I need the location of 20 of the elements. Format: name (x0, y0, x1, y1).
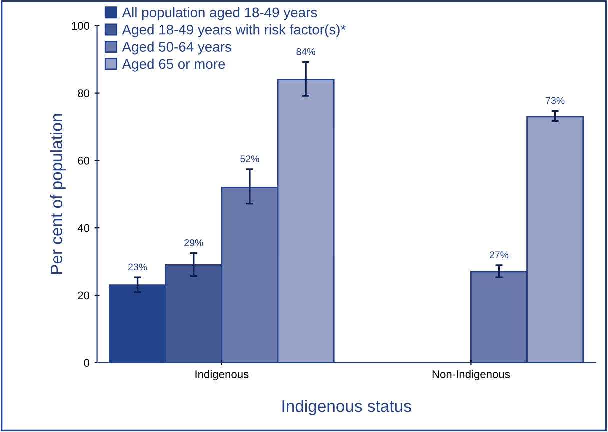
legend-label: Aged 18-49 years with risk factor(s)* (122, 24, 346, 38)
y-axis-title: Per cent of population (50, 114, 66, 274)
data-label: 29% (184, 240, 204, 246)
legend-label: Aged 50-64 years (122, 42, 232, 55)
x-axis-title: Indigenous status (282, 400, 412, 416)
y-tick-label: 0 (84, 359, 90, 368)
legend-label: All population aged 18-49 years (122, 7, 318, 20)
x-tick-label: Non-Indigenous (432, 370, 510, 381)
y-tick-label: 80 (78, 90, 90, 98)
data-label: 27% (490, 252, 509, 258)
legend-label: Aged 65 or more (122, 58, 226, 72)
y-tick-label: 100 (72, 22, 90, 30)
data-label: 73% (546, 97, 565, 104)
data-label: 23% (128, 264, 148, 271)
y-tick-label: 20 (78, 292, 90, 300)
x-tick-label: Indigenous (196, 370, 249, 381)
y-tick-label: 40 (78, 224, 90, 232)
data-label: 52% (240, 156, 260, 162)
data-label: 84% (296, 48, 316, 56)
y-tick-label: 60 (78, 156, 90, 165)
